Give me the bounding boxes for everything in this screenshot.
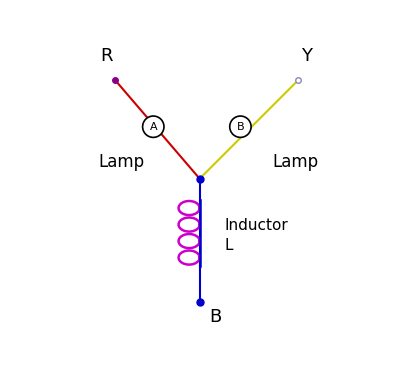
Text: R: R [100,47,113,65]
Circle shape [143,116,164,137]
Text: Inductor: Inductor [225,218,289,233]
Text: L: L [225,238,234,253]
Text: A: A [149,122,157,132]
Text: B: B [209,308,222,326]
Text: Y: Y [301,47,312,65]
Text: Lamp: Lamp [273,153,319,171]
Text: Lamp: Lamp [98,153,145,171]
Text: B: B [236,122,244,132]
Circle shape [230,116,251,137]
